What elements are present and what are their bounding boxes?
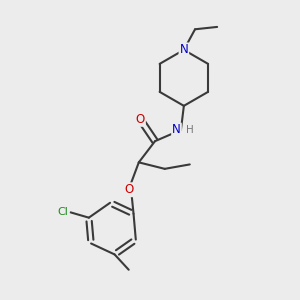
- Text: Cl: Cl: [58, 207, 69, 217]
- Text: N: N: [179, 44, 188, 56]
- Text: N: N: [172, 124, 181, 136]
- Text: H: H: [187, 125, 194, 135]
- Text: O: O: [136, 113, 145, 126]
- Text: O: O: [124, 183, 134, 196]
